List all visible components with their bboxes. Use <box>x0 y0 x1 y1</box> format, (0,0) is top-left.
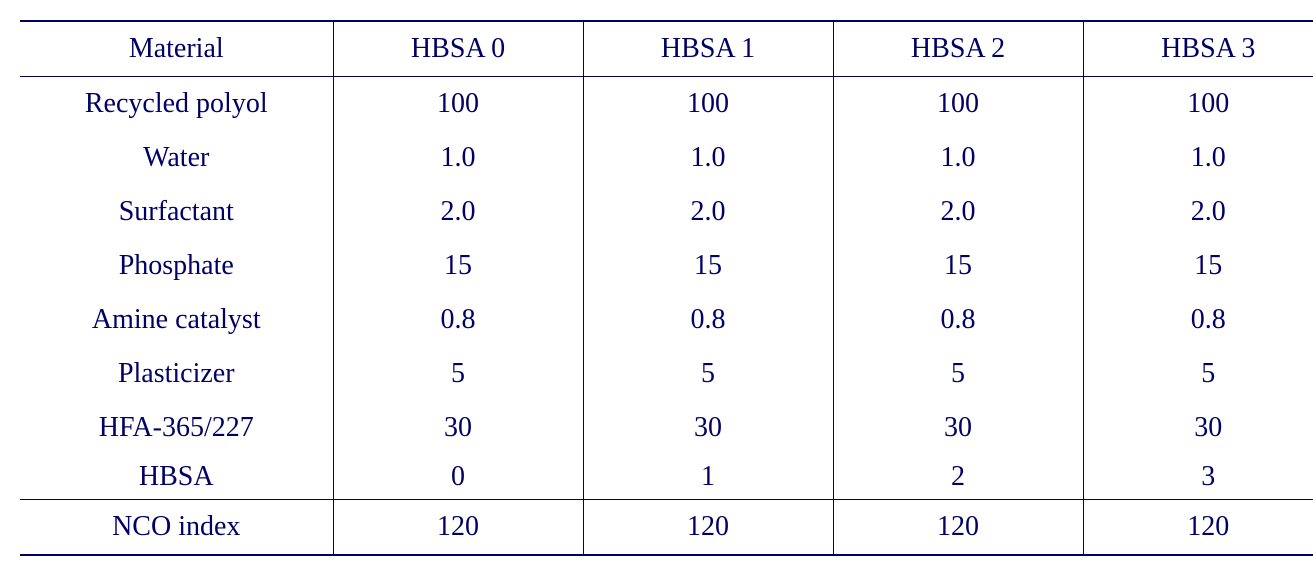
cell-value: 100 <box>833 77 1083 132</box>
col-header-hbsa0: HBSA 0 <box>333 21 583 77</box>
cell-value: 2 <box>833 455 1083 500</box>
table-header-row: Material HBSA 0 HBSA 1 HBSA 2 HBSA 3 <box>20 21 1313 77</box>
table-footer-row: NCO index 120 120 120 120 <box>20 500 1313 556</box>
cell-material: Water <box>20 131 333 185</box>
cell-value: 5 <box>833 347 1083 401</box>
cell-value: 1.0 <box>833 131 1083 185</box>
cell-value: 30 <box>833 401 1083 455</box>
cell-material: Amine catalyst <box>20 293 333 347</box>
cell-value: 2.0 <box>333 185 583 239</box>
cell-material: HFA-365/227 <box>20 401 333 455</box>
cell-value: 120 <box>833 500 1083 556</box>
cell-value: 120 <box>333 500 583 556</box>
cell-value: 2.0 <box>1083 185 1313 239</box>
cell-value: 0 <box>333 455 583 500</box>
cell-value: 1.0 <box>583 131 833 185</box>
cell-material: Recycled polyol <box>20 77 333 132</box>
cell-value: 15 <box>333 239 583 293</box>
cell-material: Phosphate <box>20 239 333 293</box>
table-row: Recycled polyol 100 100 100 100 <box>20 77 1313 132</box>
cell-value: 15 <box>583 239 833 293</box>
cell-value: 100 <box>583 77 833 132</box>
cell-value: 1 <box>583 455 833 500</box>
cell-value: 2.0 <box>583 185 833 239</box>
cell-value: 100 <box>333 77 583 132</box>
cell-value: 5 <box>1083 347 1313 401</box>
cell-value: 100 <box>1083 77 1313 132</box>
table-row: Amine catalyst 0.8 0.8 0.8 0.8 <box>20 293 1313 347</box>
table-row: Phosphate 15 15 15 15 <box>20 239 1313 293</box>
cell-value: 5 <box>333 347 583 401</box>
cell-value: 1.0 <box>333 131 583 185</box>
cell-value: 0.8 <box>583 293 833 347</box>
table-row: Plasticizer 5 5 5 5 <box>20 347 1313 401</box>
cell-value: 3 <box>1083 455 1313 500</box>
cell-value: 15 <box>833 239 1083 293</box>
table-row: Water 1.0 1.0 1.0 1.0 <box>20 131 1313 185</box>
cell-value: 1.0 <box>1083 131 1313 185</box>
cell-value: 0.8 <box>333 293 583 347</box>
col-header-hbsa3: HBSA 3 <box>1083 21 1313 77</box>
cell-value: 2.0 <box>833 185 1083 239</box>
cell-value: 5 <box>583 347 833 401</box>
cell-value: 0.8 <box>1083 293 1313 347</box>
cell-value: 15 <box>1083 239 1313 293</box>
table-row: Surfactant 2.0 2.0 2.0 2.0 <box>20 185 1313 239</box>
formulation-table: Material HBSA 0 HBSA 1 HBSA 2 HBSA 3 Rec… <box>20 20 1313 556</box>
cell-value: 0.8 <box>833 293 1083 347</box>
col-header-material: Material <box>20 21 333 77</box>
cell-value: 30 <box>333 401 583 455</box>
cell-material: Plasticizer <box>20 347 333 401</box>
cell-material: HBSA <box>20 455 333 500</box>
table-row: HFA-365/227 30 30 30 30 <box>20 401 1313 455</box>
cell-material: NCO index <box>20 500 333 556</box>
cell-value: 30 <box>1083 401 1313 455</box>
col-header-hbsa2: HBSA 2 <box>833 21 1083 77</box>
cell-value: 120 <box>1083 500 1313 556</box>
table-row: HBSA 0 1 2 3 <box>20 455 1313 500</box>
cell-value: 30 <box>583 401 833 455</box>
cell-material: Surfactant <box>20 185 333 239</box>
cell-value: 120 <box>583 500 833 556</box>
col-header-hbsa1: HBSA 1 <box>583 21 833 77</box>
